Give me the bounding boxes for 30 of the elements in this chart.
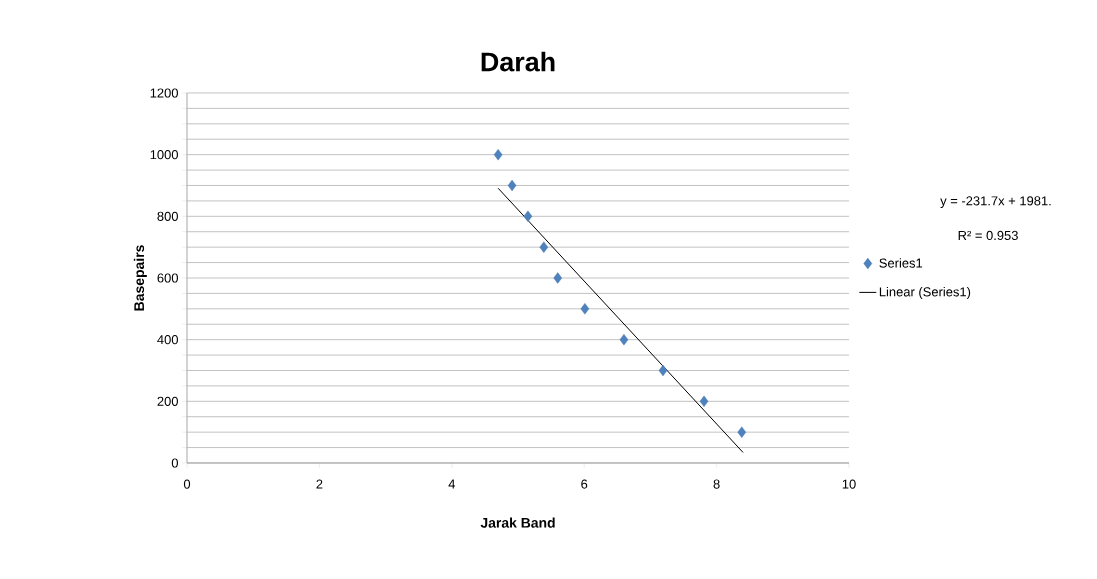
x-axis-title: Jarak Band: [480, 517, 555, 528]
y-tick-label: 1200: [150, 88, 178, 98]
point: [539, 241, 549, 253]
x-tick-label: 0: [183, 479, 191, 489]
y-tick-label: 400: [157, 335, 178, 345]
point: [658, 364, 668, 377]
x-tick-label: 6: [581, 479, 588, 489]
point: [553, 272, 563, 284]
point: [493, 148, 503, 161]
point: [580, 303, 590, 315]
x-tick-label: 4: [448, 479, 456, 489]
point: [737, 426, 747, 438]
legend-label: Linear (Series1): [879, 286, 971, 300]
y-tick-label: 800: [157, 211, 178, 221]
x-tick-label: 8: [713, 479, 720, 489]
y-tick-label: 1000: [150, 150, 178, 160]
y-tick-label: 0: [171, 458, 178, 468]
point: [619, 333, 629, 346]
text: y = -231.7x + 1981.: [940, 196, 1051, 208]
y-axis-title: Basepairs: [133, 245, 147, 311]
chart-title: Darah: [481, 51, 555, 72]
x-tick-label: 2: [316, 479, 323, 489]
text: R² = 0.953: [958, 230, 1018, 241]
y-tick-label: 600: [157, 273, 178, 283]
point: [699, 395, 709, 407]
point: [523, 210, 533, 222]
legend-label: Series1: [879, 258, 923, 268]
x-tick-label: 10: [842, 479, 856, 489]
y-tick-label: 200: [157, 396, 178, 406]
point: [507, 179, 517, 192]
